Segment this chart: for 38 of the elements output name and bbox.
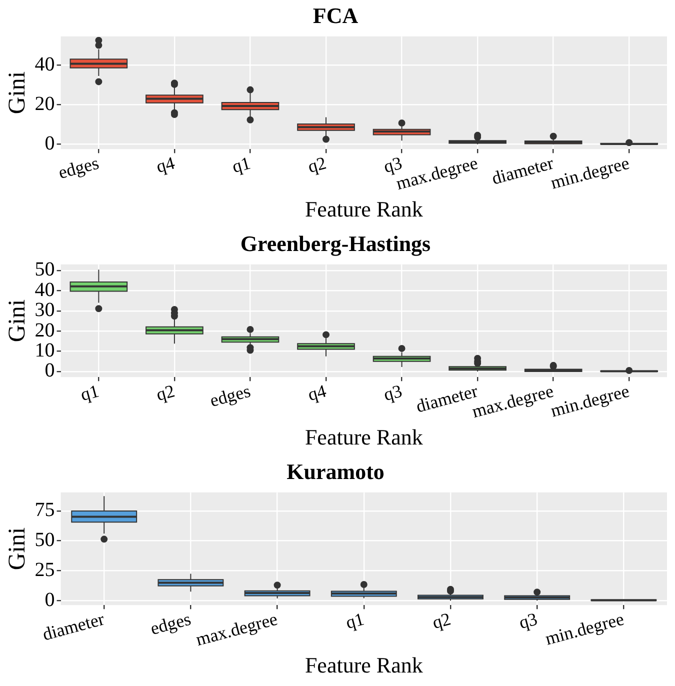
y-tick-label: 10: [34, 340, 55, 362]
x-tick-label: q1: [78, 380, 101, 405]
y-tick-label: 25: [34, 559, 55, 581]
y-tick-label: 20: [34, 319, 55, 342]
y-tick-label: 0: [44, 588, 55, 611]
x-tick-label: q4: [306, 380, 328, 405]
x-tick-label: max.degree: [194, 608, 280, 650]
x-tick-label: q1: [344, 608, 366, 633]
x-tick-label: diameter: [40, 608, 106, 644]
y-axis-title: Gini: [4, 527, 31, 570]
chart-title: Kuramoto: [286, 458, 384, 484]
y-tick-label: 0: [44, 360, 55, 382]
y-tick-label: 75: [34, 499, 55, 522]
x-tick-label: q1: [230, 152, 252, 177]
x-tick-label: q2: [154, 380, 177, 405]
y-axis-title: Gini: [4, 71, 31, 114]
y-tick-label: 40: [34, 278, 55, 301]
x-axis-title: Feature Rank: [304, 424, 423, 450]
y-tick-label: 40: [34, 53, 55, 76]
x-tick-label: edges: [148, 608, 193, 639]
y-tick-label: 50: [34, 258, 55, 281]
x-tick-label: min.degree: [543, 608, 626, 649]
x-tick-label: edges: [56, 152, 101, 183]
x-tick-label: q4: [154, 152, 177, 177]
y-tick-label: 30: [34, 299, 55, 322]
x-tick-label: edges: [208, 380, 252, 411]
chart-title: Greenberg-Hastings: [240, 230, 432, 256]
x-axis-title: Feature Rank: [304, 652, 423, 678]
x-axis-title: Feature Rank: [304, 196, 423, 222]
x-tick-label: q2: [430, 608, 453, 633]
x-tick-label: q3: [516, 608, 540, 633]
y-tick-label: 20: [34, 92, 55, 115]
y-axis-title: Gini: [4, 299, 31, 342]
chart-title: FCA: [312, 2, 358, 28]
x-tick-label: q3: [381, 380, 404, 405]
y-tick-label: 0: [44, 132, 55, 154]
y-tick-label: 50: [34, 529, 55, 552]
x-tick-label: q2: [306, 152, 328, 177]
